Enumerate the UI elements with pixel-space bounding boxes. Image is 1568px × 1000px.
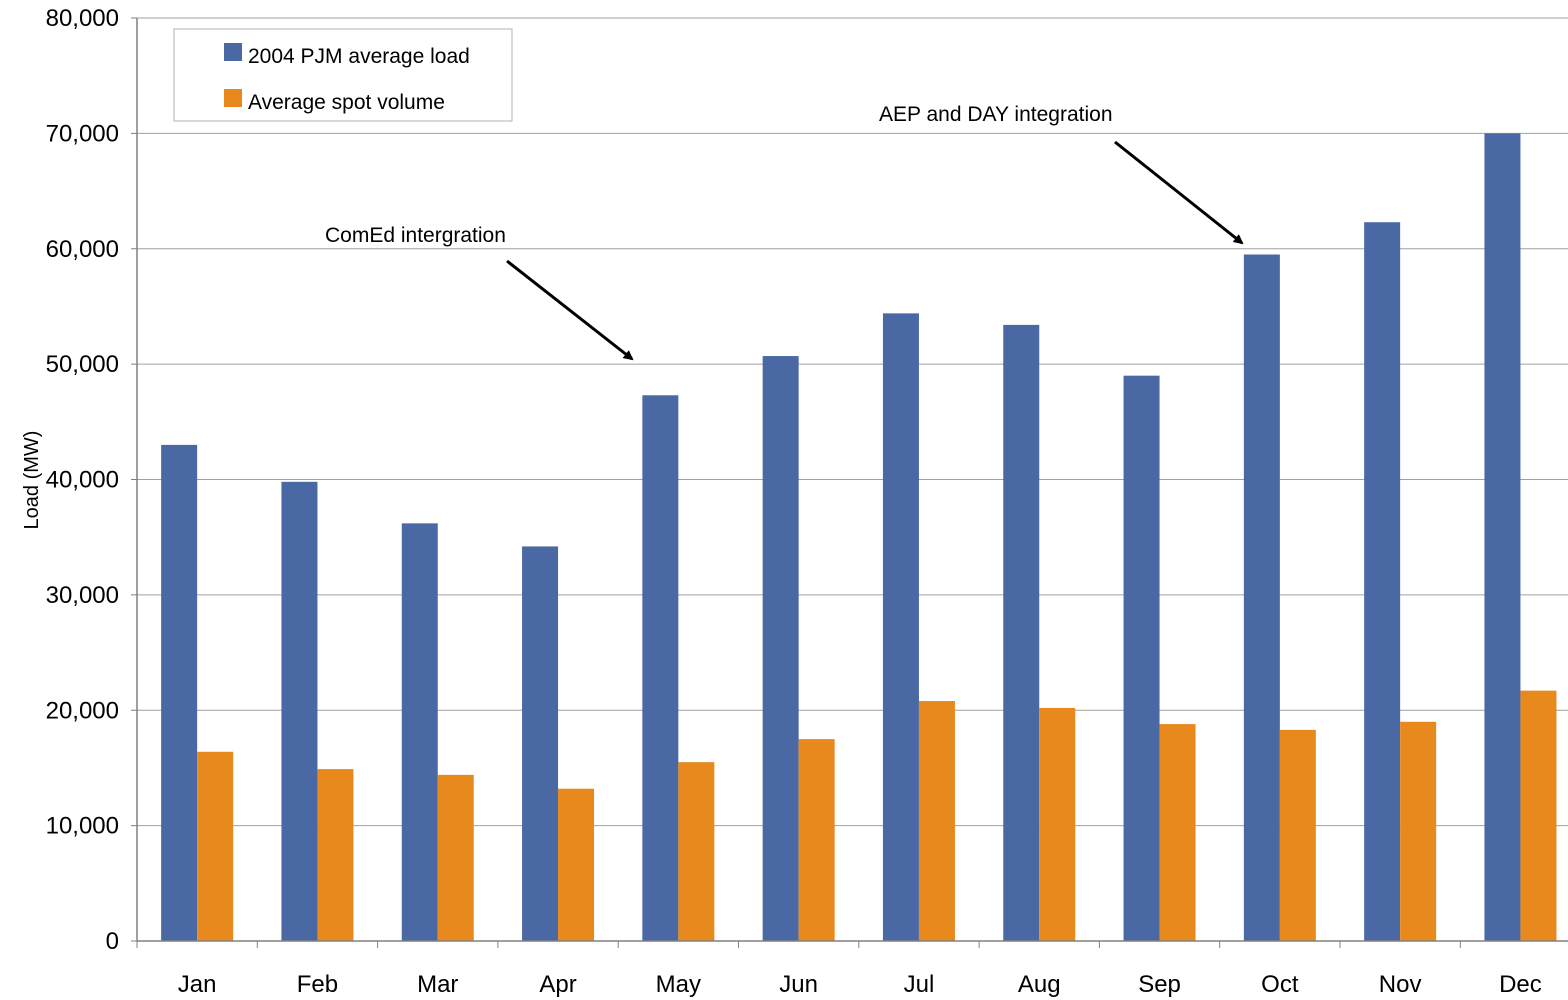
bar-spot-jun [798,739,835,941]
bar-spot-jan [197,751,234,941]
y-axis-title: Load (MW) [21,431,43,530]
bar-load-jul [882,313,919,941]
y-tick-label: 30,000 [46,582,119,609]
bar-load-apr [522,546,559,941]
x-axis-ticks: Jan Feb Mar Apr May Jun Jul Aug Sep Oct Nov Dec [136,941,1542,998]
bars [161,133,1557,942]
legend-swatch-load [224,43,242,61]
x-tick-label: Feb [297,971,338,998]
x-tick-label: Jun [779,971,818,998]
bar-load-oct [1243,254,1280,942]
bar-load-aug [1003,324,1040,942]
legend-swatch-spot [224,89,242,107]
x-tick-label: Dec [1499,971,1542,998]
x-tick-label: Sep [1138,971,1181,998]
legend-label-load: 2004 PJM average load [248,45,470,68]
bar-spot-dec [1520,690,1557,941]
annotation-aep-arrow [1114,140,1244,245]
x-tick-label: Oct [1261,971,1299,998]
bar-spot-feb [317,769,354,941]
y-tick-label: 60,000 [46,236,119,263]
x-tick-label: Jan [178,971,217,998]
y-tick-label: 0 [106,928,119,955]
x-tick-label: Apr [539,971,576,998]
bar-load-jan [161,444,198,941]
bar-load-dec [1484,133,1521,941]
legend: 2004 PJM average load Average spot volum… [173,28,513,122]
x-tick-label: Mar [417,971,458,998]
y-tick-label: 20,000 [46,697,119,724]
y-tick-label: 40,000 [46,467,119,494]
x-tick-label: Aug [1018,971,1061,998]
annotation-comed-label: ComEd intergration [325,224,506,247]
annotation-comed: ComEd intergration [325,224,634,361]
annotation-aep: AEP and DAY integration [879,103,1244,245]
bar-load-mar [401,523,438,941]
y-tick-label: 50,000 [46,351,119,378]
y-tick-label: 80,000 [46,5,119,32]
bar-load-may [642,395,679,941]
bar-spot-mar [437,774,474,941]
bar-spot-sep [1159,724,1196,941]
annotation-aep-label: AEP and DAY integration [879,103,1113,126]
bar-load-feb [281,481,318,941]
y-axis-ticks: 0 10,000 20,000 30,000 40,000 50,000 60,000 70,… [46,5,137,955]
bar-spot-aug [1039,707,1076,941]
y-tick-label: 10,000 [46,813,119,840]
gridlines [137,17,1568,827]
x-tick-label: Jul [904,971,935,998]
bar-load-sep [1123,375,1160,942]
bar-load-nov [1364,222,1401,941]
bar-spot-may [678,762,715,941]
bar-spot-nov [1400,721,1437,941]
x-tick-label: Nov [1379,971,1422,998]
x-tick-label: May [656,971,701,998]
y-tick-label: 70,000 [46,120,119,147]
bar-spot-oct [1279,729,1316,941]
legend-label-spot: Average spot volume [248,91,445,114]
bar-spot-apr [558,788,595,941]
bar-load-jun [762,356,799,942]
annotation-comed-arrow [506,259,634,361]
bar-spot-jul [918,701,955,941]
